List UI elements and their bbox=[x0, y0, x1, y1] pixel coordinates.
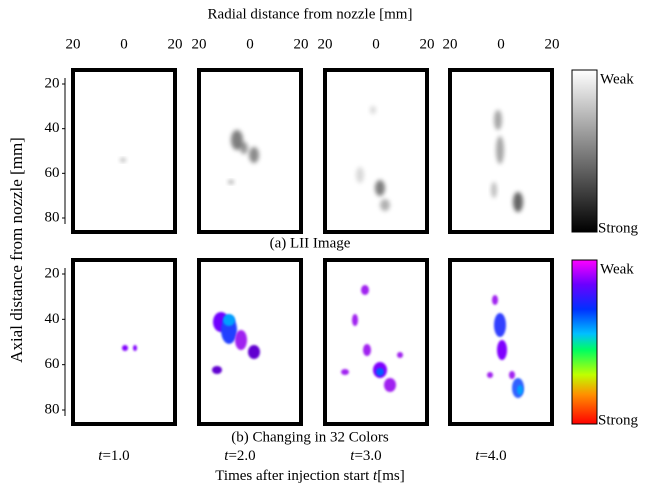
row-caption: (a) LII Image bbox=[270, 235, 351, 251]
spot bbox=[487, 372, 493, 378]
y-tick-label: 60 bbox=[45, 356, 60, 372]
y-tick-label: 80 bbox=[45, 401, 60, 417]
spot bbox=[363, 344, 371, 356]
time-value: =1.0 bbox=[102, 448, 129, 464]
spot bbox=[517, 385, 523, 395]
image-content bbox=[228, 130, 259, 184]
image-content bbox=[122, 345, 137, 351]
spot bbox=[352, 314, 358, 326]
x-axis-label: Radial distance from nozzle [mm] bbox=[208, 6, 413, 22]
time-var: t bbox=[475, 448, 480, 464]
spot bbox=[491, 182, 497, 198]
y-tick-label: 40 bbox=[45, 311, 60, 327]
time-var: t bbox=[350, 448, 355, 464]
x-tick-label: 0 bbox=[372, 36, 380, 52]
y-axis-label: Axial distance from nozzle [mm] bbox=[7, 137, 26, 363]
x-tick-label: 20 bbox=[168, 36, 183, 52]
spot bbox=[133, 345, 137, 351]
time-label: t=3.0 bbox=[350, 448, 381, 464]
spot bbox=[120, 158, 126, 162]
spot bbox=[248, 345, 260, 359]
spot bbox=[361, 285, 369, 295]
y-tick-label: 20 bbox=[45, 265, 60, 281]
spot bbox=[212, 366, 222, 374]
spot bbox=[494, 110, 502, 130]
y-tick-label: 60 bbox=[45, 165, 60, 181]
spot bbox=[375, 180, 385, 196]
spot bbox=[370, 106, 376, 114]
image-content bbox=[120, 158, 126, 162]
x-tick-label: 20 bbox=[420, 36, 435, 52]
colorbar bbox=[571, 69, 598, 233]
x-tick-label: 20 bbox=[318, 36, 333, 52]
image-panel bbox=[197, 258, 303, 426]
spot bbox=[223, 314, 235, 326]
spot bbox=[228, 180, 234, 184]
image-content bbox=[212, 312, 260, 374]
y-tick-label: 20 bbox=[45, 75, 60, 91]
time-label: t=1.0 bbox=[98, 448, 129, 464]
image-content bbox=[487, 295, 524, 398]
spot bbox=[231, 130, 243, 150]
colorbar-bottom-label: Strong bbox=[598, 412, 639, 428]
image-panel bbox=[323, 68, 429, 234]
spot bbox=[380, 199, 390, 211]
spot bbox=[397, 352, 403, 358]
time-axis-label: Times after injection start t[ms] bbox=[215, 468, 404, 484]
spot bbox=[341, 369, 349, 375]
colorbar-top-label: Weak bbox=[600, 261, 634, 277]
time-label: t=2.0 bbox=[224, 448, 255, 464]
spot bbox=[494, 313, 506, 337]
x-tick-label: 0 bbox=[246, 36, 254, 52]
spot bbox=[356, 167, 364, 183]
x-tick-label: 20 bbox=[192, 36, 207, 52]
image-content bbox=[491, 110, 523, 212]
time-value: =3.0 bbox=[354, 448, 381, 464]
x-tick-label: 0 bbox=[120, 36, 128, 52]
x-tick-label: 20 bbox=[545, 36, 560, 52]
image-panel bbox=[71, 258, 177, 426]
image-content bbox=[356, 106, 390, 211]
image-panel bbox=[71, 68, 177, 234]
spot bbox=[122, 345, 128, 351]
time-var: t bbox=[98, 448, 103, 464]
y-tick-label: 40 bbox=[45, 120, 60, 136]
colorbar bbox=[571, 259, 598, 425]
spot bbox=[492, 295, 498, 305]
colorbar-bottom-label: Strong bbox=[598, 220, 639, 236]
x-tick-label: 20 bbox=[66, 36, 81, 52]
spot bbox=[496, 136, 504, 164]
spot bbox=[235, 330, 247, 350]
time-value: =2.0 bbox=[228, 448, 255, 464]
spot bbox=[240, 142, 248, 154]
x-tick-label: 0 bbox=[497, 36, 505, 52]
spot bbox=[384, 378, 396, 392]
spot bbox=[376, 368, 384, 376]
spot bbox=[513, 192, 523, 212]
image-content bbox=[341, 285, 403, 392]
spot bbox=[249, 147, 259, 163]
image-panel bbox=[323, 258, 429, 426]
time-var: t bbox=[224, 448, 229, 464]
time-label: t=4.0 bbox=[475, 448, 506, 464]
y-tick-label: 80 bbox=[45, 209, 60, 225]
x-tick-label: 20 bbox=[294, 36, 309, 52]
colorbar-top-label: Weak bbox=[600, 71, 634, 87]
row-caption: (b) Changing in 32 Colors bbox=[231, 429, 389, 445]
spot bbox=[509, 371, 515, 379]
x-tick-label: 20 bbox=[443, 36, 458, 52]
time-value: =4.0 bbox=[479, 448, 506, 464]
spot bbox=[497, 340, 507, 360]
